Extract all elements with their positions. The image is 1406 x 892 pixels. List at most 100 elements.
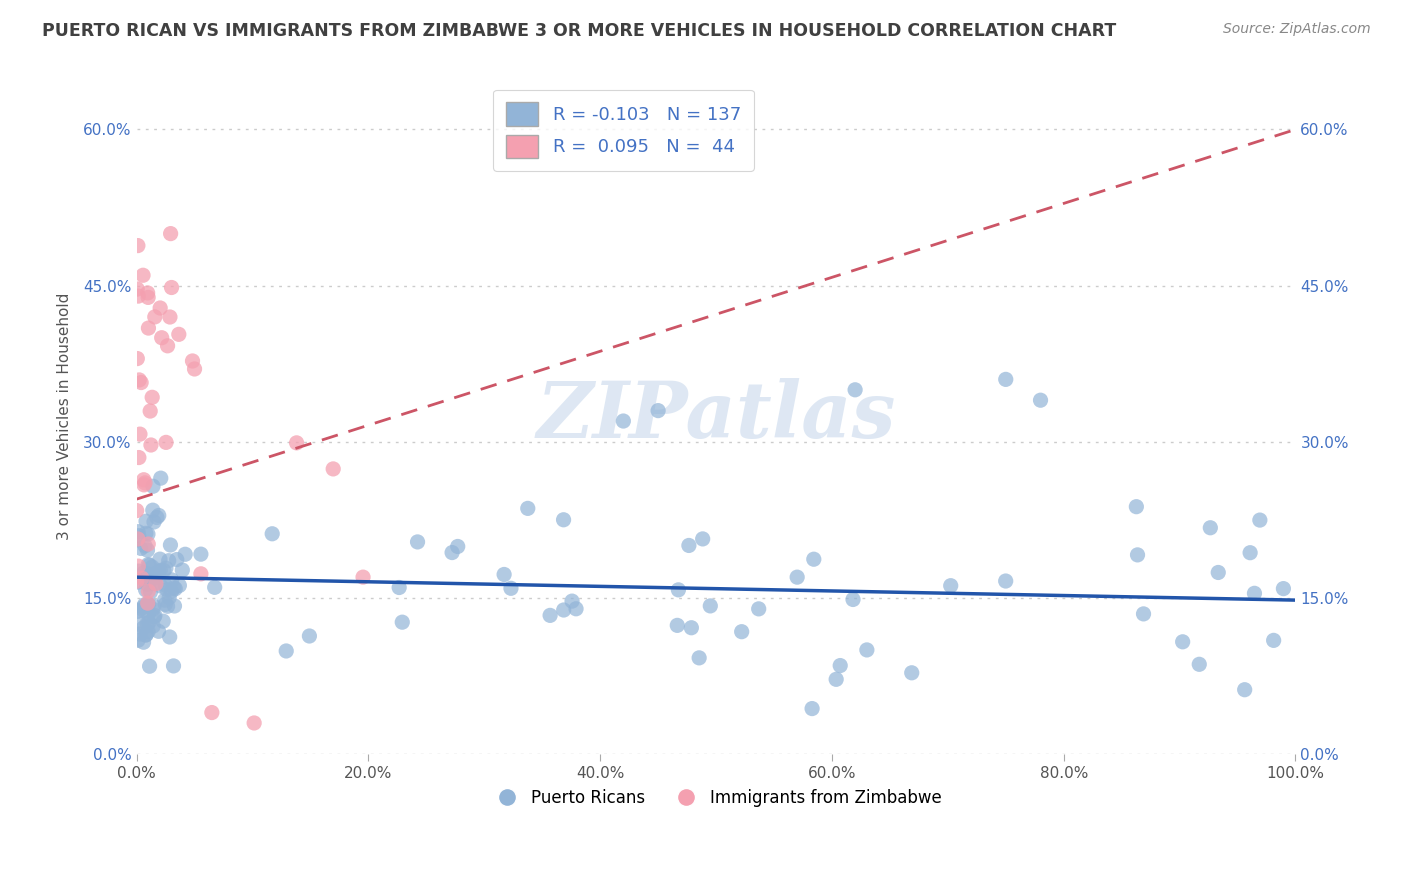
Point bbox=[163, 599, 186, 613]
Point bbox=[127, 559, 149, 574]
Point bbox=[183, 362, 205, 376]
Point bbox=[830, 658, 852, 673]
Point bbox=[148, 564, 170, 578]
Point bbox=[688, 651, 710, 665]
Text: ZIPatlas: ZIPatlas bbox=[536, 377, 896, 454]
Point bbox=[132, 478, 155, 492]
Point bbox=[138, 615, 160, 630]
Point bbox=[204, 580, 226, 594]
Point bbox=[243, 716, 266, 731]
Point bbox=[190, 547, 212, 561]
Point bbox=[174, 547, 197, 561]
Point bbox=[149, 579, 172, 593]
Point bbox=[143, 608, 166, 623]
Point bbox=[388, 581, 411, 595]
Point bbox=[139, 573, 162, 587]
Point bbox=[132, 635, 155, 649]
Point bbox=[163, 581, 186, 595]
Point bbox=[127, 282, 149, 296]
Point bbox=[160, 280, 183, 294]
Point bbox=[136, 290, 159, 304]
Point bbox=[136, 543, 159, 558]
Point bbox=[135, 514, 157, 528]
Point bbox=[285, 435, 308, 450]
Point bbox=[565, 601, 588, 615]
Point bbox=[441, 545, 464, 559]
Point bbox=[138, 321, 160, 335]
Point bbox=[994, 574, 1017, 588]
Point bbox=[538, 608, 561, 623]
Point bbox=[391, 615, 413, 630]
Point bbox=[276, 644, 298, 658]
Point bbox=[139, 567, 162, 582]
Y-axis label: 3 or more Vehicles in Household: 3 or more Vehicles in Household bbox=[58, 293, 72, 540]
Point bbox=[181, 354, 204, 368]
Point bbox=[1206, 566, 1229, 580]
Point bbox=[135, 526, 157, 541]
Point bbox=[731, 624, 754, 639]
Point bbox=[678, 538, 700, 552]
Point bbox=[129, 427, 152, 442]
Point bbox=[748, 602, 770, 616]
Point bbox=[157, 591, 180, 605]
Point bbox=[159, 538, 181, 552]
Point bbox=[134, 598, 156, 612]
Legend: Puerto Ricans, Immigrants from Zimbabwe: Puerto Ricans, Immigrants from Zimbabwe bbox=[484, 782, 948, 814]
Point bbox=[162, 659, 184, 673]
Point bbox=[149, 471, 172, 485]
Point bbox=[138, 607, 160, 621]
Point bbox=[1263, 633, 1285, 648]
Point bbox=[159, 310, 181, 324]
Point bbox=[262, 526, 284, 541]
Point bbox=[136, 537, 159, 551]
Point bbox=[127, 575, 149, 590]
Point bbox=[160, 584, 183, 599]
Point bbox=[125, 574, 148, 589]
Point bbox=[143, 576, 166, 591]
Point bbox=[128, 450, 150, 465]
Point bbox=[156, 599, 179, 614]
Point bbox=[494, 567, 516, 582]
Point bbox=[136, 616, 159, 631]
Point bbox=[143, 610, 166, 624]
Point bbox=[1029, 393, 1052, 408]
Point bbox=[825, 673, 848, 687]
Point bbox=[127, 604, 149, 618]
Point bbox=[157, 554, 180, 568]
Point bbox=[692, 532, 714, 546]
Point bbox=[127, 238, 149, 252]
Point bbox=[139, 438, 162, 452]
Point bbox=[150, 331, 173, 345]
Point bbox=[134, 475, 156, 490]
Point bbox=[152, 614, 174, 628]
Point bbox=[131, 571, 153, 585]
Point bbox=[553, 603, 575, 617]
Point bbox=[132, 268, 155, 283]
Point bbox=[135, 628, 157, 642]
Point bbox=[681, 621, 703, 635]
Point bbox=[136, 527, 159, 541]
Point bbox=[125, 503, 148, 517]
Point bbox=[165, 582, 187, 596]
Point bbox=[127, 532, 149, 546]
Point bbox=[138, 558, 160, 573]
Point bbox=[842, 592, 865, 607]
Point bbox=[132, 603, 155, 617]
Point bbox=[167, 327, 190, 342]
Point bbox=[146, 510, 169, 524]
Point bbox=[143, 515, 166, 529]
Point bbox=[141, 573, 163, 587]
Point bbox=[856, 643, 879, 657]
Point bbox=[136, 577, 159, 591]
Point bbox=[128, 529, 150, 543]
Point bbox=[138, 659, 160, 673]
Text: Source: ZipAtlas.com: Source: ZipAtlas.com bbox=[1223, 22, 1371, 37]
Point bbox=[138, 584, 160, 599]
Point bbox=[153, 578, 176, 592]
Point bbox=[136, 596, 159, 610]
Point bbox=[127, 604, 149, 618]
Point bbox=[160, 573, 183, 587]
Point bbox=[666, 618, 689, 632]
Point bbox=[142, 599, 165, 614]
Point bbox=[127, 524, 149, 539]
